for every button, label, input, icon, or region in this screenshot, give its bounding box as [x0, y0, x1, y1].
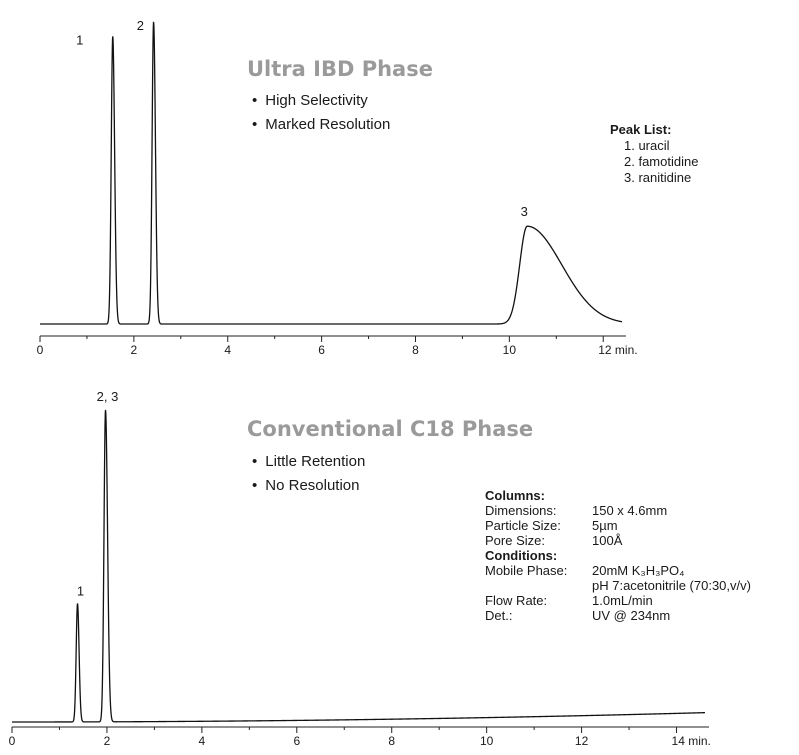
- x-tick-label: 4: [224, 343, 231, 357]
- conventional-c18-bullets: Little Retention No Resolution: [252, 450, 365, 498]
- info-key: Dimensions:: [485, 503, 557, 518]
- conventional-c18-chromatogram: 0 2 4 6 8 10 12 14 min. 1 2, 3: [9, 389, 711, 748]
- info-value: pH 7:acetonitrile (70:30,v/v): [592, 578, 751, 593]
- x-tick-label: 6: [318, 343, 325, 357]
- bullet-item: Marked Resolution: [252, 113, 390, 137]
- peak-list-item: 2. famotidine: [624, 154, 699, 169]
- peak-label: 2: [137, 18, 144, 33]
- x-tick-label: 14 min.: [672, 734, 711, 748]
- info-key: Flow Rate:: [485, 593, 548, 608]
- x-tick-label: 0: [37, 343, 44, 357]
- conditions-header: Conditions:: [485, 548, 558, 563]
- chromatogram-trace: [40, 21, 623, 325]
- chromatogram-trace: [12, 409, 706, 723]
- x-tick-label: 12: [575, 734, 589, 748]
- info-value: UV @ 234nm: [592, 608, 671, 623]
- x-tick-label: 10: [480, 734, 494, 748]
- x-tick-label: 12 min.: [598, 343, 637, 357]
- info-row: pH 7:acetonitrile (70:30,v/v): [485, 578, 751, 593]
- info-key: [485, 578, 592, 593]
- info-value: 1.0mL/min: [592, 593, 653, 608]
- info-row: Pore Size: 100Å: [485, 533, 751, 548]
- peak-label: 3: [521, 204, 528, 219]
- columns-header: Columns:: [485, 488, 545, 503]
- bullet-item: Little Retention: [252, 450, 365, 474]
- x-tick-label: 8: [412, 343, 419, 357]
- info-key: Particle Size:: [485, 518, 561, 533]
- x-tick-label: 10: [503, 343, 517, 357]
- peak-label: 2, 3: [97, 389, 119, 404]
- info-value: 20mM K₃H₃PO₄: [592, 563, 685, 578]
- info-value: 100Å: [592, 533, 623, 548]
- peak-list-header: Peak List:: [610, 122, 672, 137]
- method-info: Columns: Dimensions: 150 x 4.6mm Particle…: [485, 488, 751, 623]
- bullet-item: No Resolution: [252, 474, 365, 498]
- ultra-ibd-title: Ultra IBD Phase: [247, 57, 433, 81]
- x-tick-label: 2: [104, 734, 111, 748]
- x-tick-label: 0: [9, 734, 16, 748]
- conventional-c18-title: Conventional C18 Phase: [247, 417, 534, 441]
- info-row: Det.: UV @ 234nm: [485, 608, 751, 623]
- peak-list: Peak List: 1. uracil 2. famotidine 3. ra…: [610, 122, 698, 186]
- peak-label: 1: [76, 32, 83, 47]
- x-tick-label: 8: [388, 734, 395, 748]
- info-value: 5µm: [592, 518, 618, 533]
- info-key: Mobile Phase:: [485, 563, 568, 578]
- ultra-ibd-bullets: High Selectivity Marked Resolution: [252, 89, 390, 137]
- peak-list-item: 3. ranitidine: [624, 170, 692, 185]
- info-row: Dimensions: 150 x 4.6mm: [485, 503, 751, 518]
- info-value: 150 x 4.6mm: [592, 503, 668, 518]
- x-tick-label: 2: [131, 343, 138, 357]
- peak-label: 1: [77, 583, 84, 598]
- peak-list-item: 1. uracil: [624, 138, 670, 153]
- info-row: Particle Size: 5µm: [485, 518, 751, 533]
- info-row: Mobile Phase: 20mM K₃H₃PO₄: [485, 563, 751, 578]
- info-key: Det.:: [485, 608, 513, 623]
- x-tick-label: 6: [293, 734, 300, 748]
- ultra-ibd-chromatogram: 0 2 4 6 8 10 12 min. 1 2 3: [37, 18, 638, 357]
- x-tick-label: 4: [199, 734, 206, 748]
- bullet-item: High Selectivity: [252, 89, 390, 113]
- info-row: Flow Rate: 1.0mL/min: [485, 593, 751, 608]
- info-key: Pore Size:: [485, 533, 545, 548]
